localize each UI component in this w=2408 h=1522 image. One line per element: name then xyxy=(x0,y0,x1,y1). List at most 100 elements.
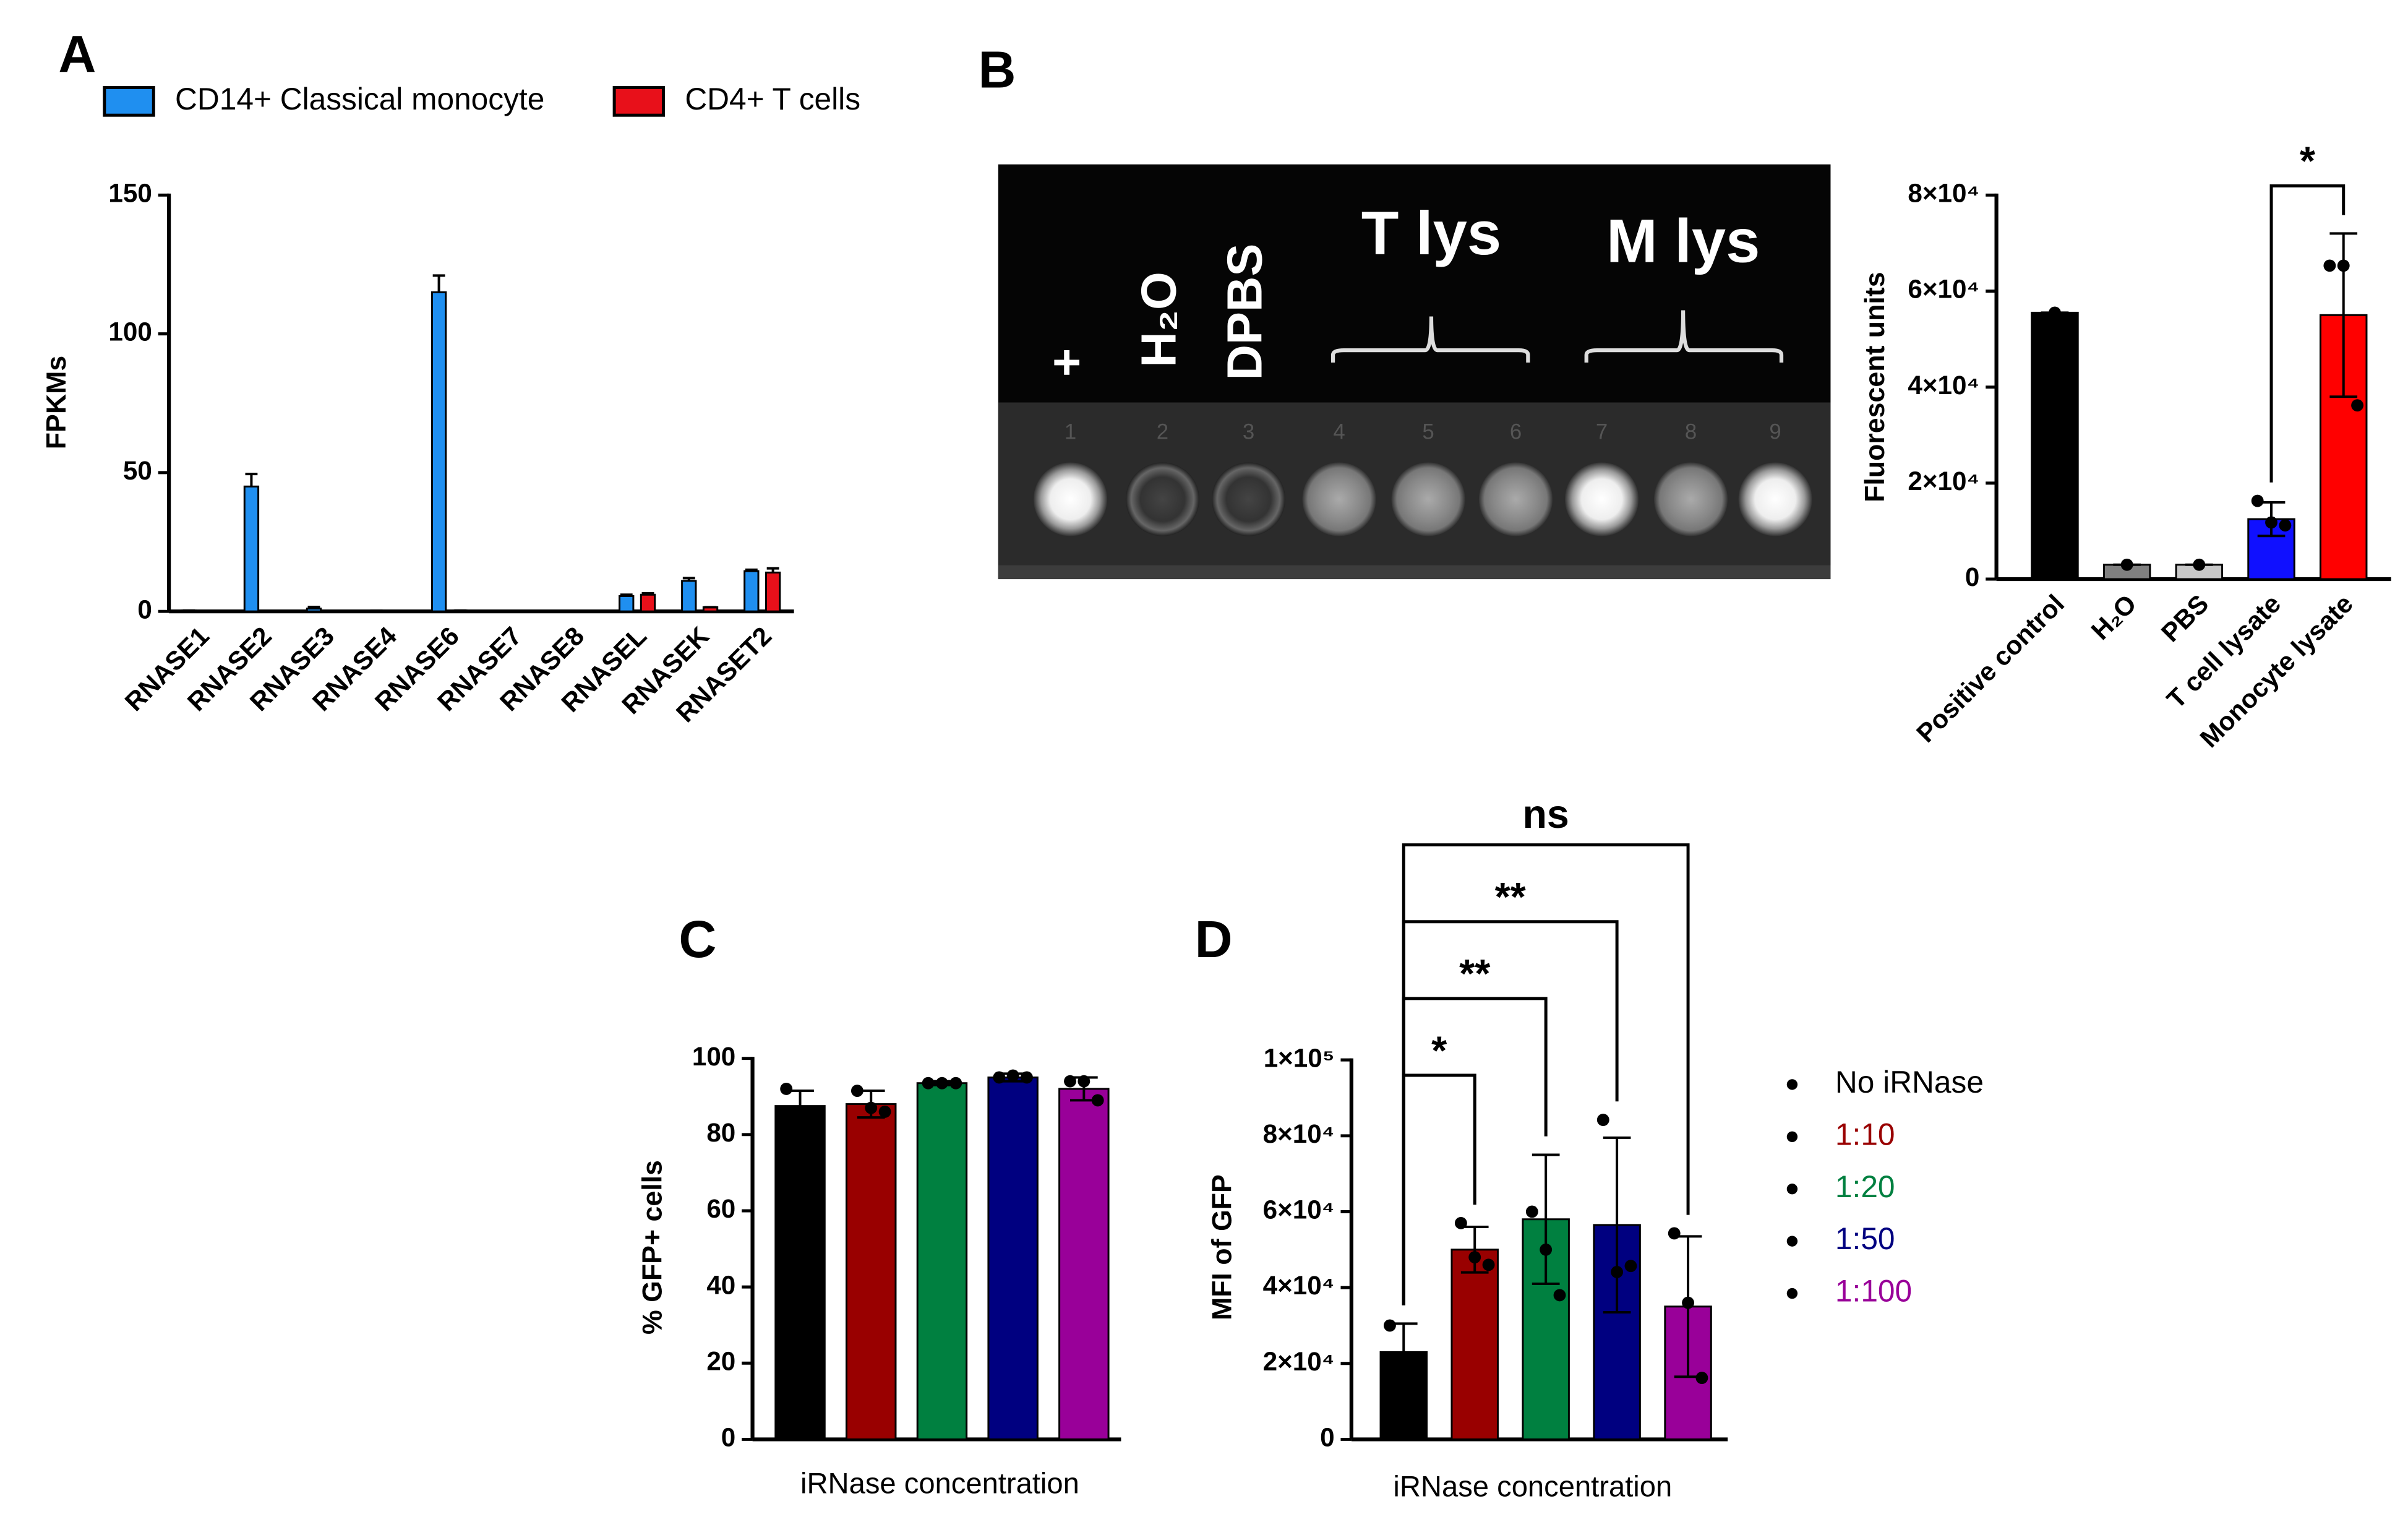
well xyxy=(1478,462,1553,536)
x-tick-label: Positive control xyxy=(1911,589,2070,748)
error-bar xyxy=(1532,1153,1560,1285)
well xyxy=(1653,462,1728,536)
data-point xyxy=(922,1077,935,1090)
plate-label: M lys xyxy=(1606,207,1760,275)
well xyxy=(1391,462,1465,536)
y-tick-label: 2×10⁴ xyxy=(1908,466,1979,496)
y-tick-label: 4×10⁴ xyxy=(1908,371,1979,400)
well-number: 5 xyxy=(1422,420,1434,444)
bar xyxy=(1058,1088,1110,1440)
y-tick-label: 6×10⁴ xyxy=(1908,275,1979,304)
legend-swatch xyxy=(612,86,666,117)
data-point xyxy=(1553,1289,1566,1302)
legend-label: 1:20 xyxy=(1835,1169,1895,1204)
error-bar xyxy=(245,473,258,487)
bar xyxy=(619,595,635,613)
well xyxy=(1125,462,1200,536)
bar xyxy=(987,1076,1039,1440)
plate-image xyxy=(998,164,1831,580)
y-tick-label: 8×10⁴ xyxy=(1908,178,1979,207)
y-tick-label: 0 xyxy=(137,595,152,624)
y-tick-label: 20 xyxy=(706,1346,735,1375)
data-point xyxy=(949,1077,962,1090)
well-number: 1 xyxy=(1065,420,1076,444)
data-point xyxy=(1021,1071,1033,1084)
bar xyxy=(1450,1249,1499,1440)
bar xyxy=(743,570,760,613)
well-number: 2 xyxy=(1157,420,1168,444)
data-point xyxy=(1624,1260,1637,1273)
bar xyxy=(306,608,322,613)
data-point xyxy=(1668,1227,1681,1240)
data-point xyxy=(1682,1296,1695,1309)
well xyxy=(1564,462,1639,536)
data-point xyxy=(936,1077,948,1090)
well xyxy=(1033,462,1108,536)
legend-marker xyxy=(1786,1184,1798,1195)
data-point xyxy=(1078,1075,1090,1088)
x-axis-label: iRNase concentration xyxy=(800,1466,1079,1499)
bar xyxy=(2031,311,2079,580)
bar xyxy=(431,291,447,613)
y-axis-label: FPKMs xyxy=(41,356,72,449)
y-tick-label: 0 xyxy=(721,1423,735,1452)
data-point xyxy=(2279,519,2292,532)
well-number: 7 xyxy=(1596,420,1608,444)
y-tick-label: 80 xyxy=(706,1118,735,1147)
significance-label: ns xyxy=(1523,792,1569,836)
legend-label: No iRNase xyxy=(1835,1065,1984,1099)
panel-letter: C xyxy=(679,910,716,968)
significance-label: * xyxy=(2300,139,2316,184)
error-bar xyxy=(432,274,445,293)
data-point xyxy=(2351,399,2363,412)
y-tick-label: 100 xyxy=(108,317,152,346)
data-point xyxy=(780,1083,793,1095)
y-axis-label: % GFP+ cells xyxy=(637,1160,667,1335)
significance-bracket xyxy=(2269,184,2346,483)
data-point xyxy=(1383,1319,1396,1332)
data-point xyxy=(878,1105,891,1118)
bar xyxy=(846,1103,897,1440)
data-point xyxy=(2193,558,2206,571)
legend-marker xyxy=(1786,1288,1798,1299)
well-number: 9 xyxy=(1769,420,1781,444)
legend-marker xyxy=(1786,1236,1798,1247)
significance-label: ** xyxy=(1495,875,1527,919)
data-point xyxy=(1468,1251,1481,1263)
data-point xyxy=(1525,1205,1538,1218)
data-point xyxy=(1091,1094,1104,1107)
error-bar xyxy=(766,567,779,573)
x-tick-label: PBS xyxy=(2156,589,2214,648)
plate-label: T lys xyxy=(1361,199,1501,268)
y-tick-label: 4×10⁴ xyxy=(1263,1271,1335,1300)
well-number: 4 xyxy=(1333,420,1345,444)
y-tick-label: 6×10⁴ xyxy=(1263,1195,1335,1224)
data-point xyxy=(1596,1114,1609,1126)
legend-label: CD4+ T cells xyxy=(685,82,860,116)
data-point xyxy=(851,1085,863,1097)
brace xyxy=(1584,310,1784,363)
plate-label: DPBS xyxy=(1217,244,1272,380)
legend-label: 1:10 xyxy=(1835,1117,1895,1151)
data-point xyxy=(1482,1258,1495,1271)
y-tick-label: 100 xyxy=(692,1042,735,1071)
y-axis-label: MFI of GFP xyxy=(1207,1174,1238,1320)
bar xyxy=(916,1082,968,1440)
legend-marker xyxy=(1786,1131,1798,1142)
data-point xyxy=(2251,494,2264,507)
bar xyxy=(765,571,781,613)
data-point xyxy=(807,1109,820,1122)
panel-letter: B xyxy=(979,40,1016,98)
brace xyxy=(1330,316,1530,363)
bar xyxy=(681,580,697,613)
legend-swatch xyxy=(103,86,155,117)
panel-letter: D xyxy=(1195,910,1233,968)
y-axis-label: Fluorescent units xyxy=(1860,272,1890,502)
legend-label: CD14+ Classical monocyte xyxy=(175,82,544,116)
y-tick-label: 0 xyxy=(1965,562,1979,591)
data-point xyxy=(865,1101,878,1114)
y-tick-label: 1×10⁵ xyxy=(1264,1043,1335,1072)
data-point xyxy=(2337,259,2350,272)
